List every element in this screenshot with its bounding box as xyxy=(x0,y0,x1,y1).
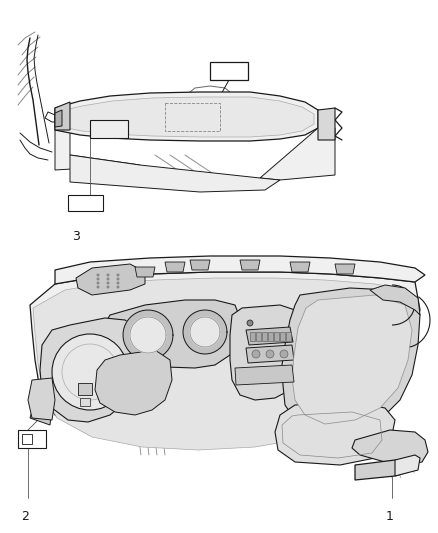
Polygon shape xyxy=(55,110,62,127)
Bar xyxy=(250,332,255,341)
Polygon shape xyxy=(30,400,52,425)
Polygon shape xyxy=(55,130,140,170)
Polygon shape xyxy=(275,402,395,465)
Circle shape xyxy=(96,286,99,288)
Bar xyxy=(90,120,128,138)
Circle shape xyxy=(280,350,288,358)
Bar xyxy=(80,398,90,406)
Polygon shape xyxy=(55,102,70,130)
Polygon shape xyxy=(352,430,428,465)
Bar xyxy=(286,332,291,341)
Circle shape xyxy=(96,281,99,285)
Polygon shape xyxy=(165,262,185,272)
Bar xyxy=(78,383,92,395)
Polygon shape xyxy=(105,300,240,368)
Polygon shape xyxy=(55,92,318,141)
Circle shape xyxy=(117,278,120,280)
Polygon shape xyxy=(395,455,420,476)
Polygon shape xyxy=(183,310,227,354)
Circle shape xyxy=(52,334,128,410)
Polygon shape xyxy=(318,108,335,140)
Text: 3: 3 xyxy=(72,230,80,243)
Circle shape xyxy=(266,350,274,358)
Bar xyxy=(18,430,46,448)
Polygon shape xyxy=(33,278,412,450)
Bar xyxy=(210,62,248,80)
Bar xyxy=(280,332,285,341)
Polygon shape xyxy=(123,310,173,360)
Polygon shape xyxy=(370,285,420,315)
Circle shape xyxy=(117,286,120,288)
Circle shape xyxy=(106,281,110,285)
Circle shape xyxy=(96,273,99,277)
Polygon shape xyxy=(246,327,293,345)
Bar xyxy=(22,434,32,444)
Polygon shape xyxy=(190,260,210,270)
Circle shape xyxy=(252,350,260,358)
Circle shape xyxy=(106,278,110,280)
Polygon shape xyxy=(235,365,294,385)
Bar xyxy=(268,332,273,341)
Polygon shape xyxy=(190,317,220,347)
Polygon shape xyxy=(70,155,280,192)
Polygon shape xyxy=(57,97,314,137)
Bar xyxy=(68,195,103,211)
Polygon shape xyxy=(30,272,420,448)
Polygon shape xyxy=(76,264,145,295)
Circle shape xyxy=(106,286,110,288)
Polygon shape xyxy=(95,350,172,415)
Polygon shape xyxy=(130,317,166,353)
Polygon shape xyxy=(335,264,355,274)
Circle shape xyxy=(106,273,110,277)
Text: 1: 1 xyxy=(386,510,394,523)
Circle shape xyxy=(117,273,120,277)
Bar xyxy=(256,332,261,341)
Polygon shape xyxy=(355,460,408,480)
Polygon shape xyxy=(240,260,260,270)
Circle shape xyxy=(247,320,253,326)
Polygon shape xyxy=(28,378,55,420)
Polygon shape xyxy=(246,345,294,363)
Text: 2: 2 xyxy=(21,510,29,523)
Polygon shape xyxy=(230,305,298,400)
Polygon shape xyxy=(290,262,310,272)
Polygon shape xyxy=(135,267,155,277)
Polygon shape xyxy=(260,128,335,180)
Polygon shape xyxy=(282,288,420,432)
Polygon shape xyxy=(55,256,425,284)
Circle shape xyxy=(117,281,120,285)
Bar xyxy=(262,332,267,341)
Polygon shape xyxy=(292,295,412,424)
Polygon shape xyxy=(40,318,142,422)
Bar xyxy=(274,332,279,341)
Bar xyxy=(165,103,220,131)
Circle shape xyxy=(96,278,99,280)
